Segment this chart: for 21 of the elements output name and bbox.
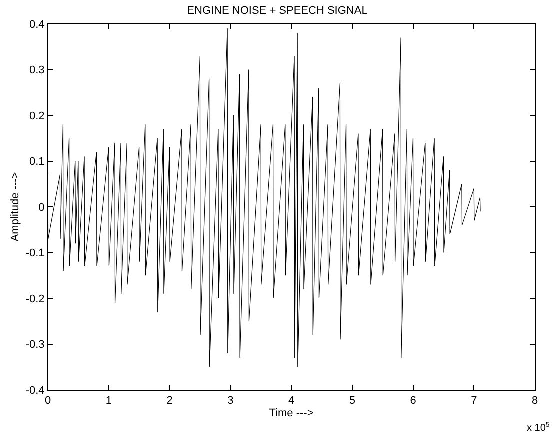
y-tick-label: 0.3 xyxy=(30,64,45,77)
x-tick-label: 1 xyxy=(106,395,112,408)
y-tick-label: -0.2 xyxy=(26,293,45,306)
x-tick-label: 4 xyxy=(288,395,295,408)
chart-title: ENGINE NOISE + SPEECH SIGNAL xyxy=(187,5,368,18)
y-tick-label: 0.2 xyxy=(30,110,45,122)
x-axis-title: Time ---> xyxy=(269,407,314,420)
y-tick-label: -0.1 xyxy=(26,248,45,260)
x-tick-label: 3 xyxy=(228,395,234,408)
x-tick-label: 6 xyxy=(410,395,416,408)
y-tick-label: 0 xyxy=(38,202,45,214)
text: x 10$^{5}$ xyxy=(527,422,550,434)
x-tick-label: 2 xyxy=(166,395,173,408)
x-tick-label: 5 xyxy=(349,395,356,408)
y-tick-label: 0.1 xyxy=(30,156,45,168)
y-tick-label: -0.3 xyxy=(26,339,45,352)
x-tick-label: 8 xyxy=(532,395,538,408)
y-axis-title: Amplitude ---> xyxy=(9,172,22,242)
x-tick-label: 7 xyxy=(471,395,478,408)
y-tick-label: 0.4 xyxy=(30,18,45,31)
y-tick-label: -0.4 xyxy=(26,384,45,397)
